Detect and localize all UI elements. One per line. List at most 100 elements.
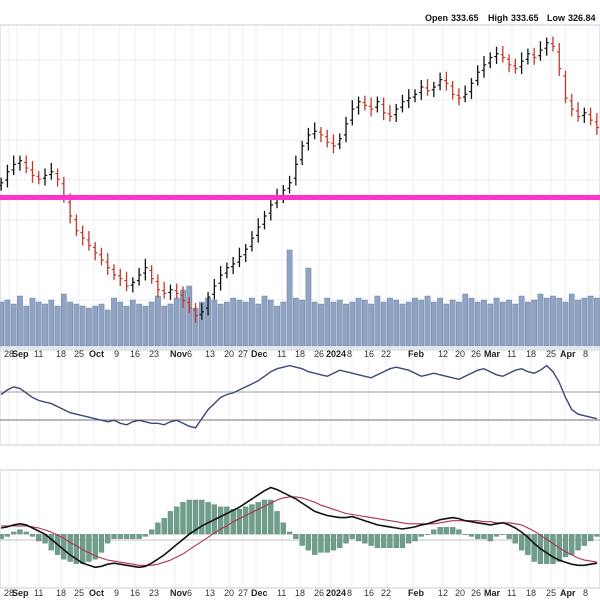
ohlc-bar — [318, 126, 324, 143]
ohlc-bar — [582, 107, 587, 123]
tick-label: 8 — [583, 349, 588, 359]
ohlc-bar — [375, 96, 380, 113]
volume-bar — [424, 295, 431, 347]
ohlc-bar — [362, 95, 368, 111]
tick-label: 18 — [295, 588, 305, 598]
volume-bar — [73, 303, 80, 347]
ohlc-bar — [168, 284, 173, 300]
ohlc-bar — [368, 97, 374, 117]
histogram-bar — [525, 534, 531, 555]
macd-indicator — [0, 486, 600, 569]
volume-bar — [537, 293, 544, 347]
histogram-bar — [268, 499, 274, 535]
volume-bar — [35, 301, 42, 347]
histogram-bar — [261, 499, 268, 535]
ohlc-bar — [588, 107, 593, 126]
tick-label: 12 — [438, 349, 448, 359]
histogram-bar — [468, 534, 475, 537]
histogram-bar — [142, 534, 149, 537]
volume-bar — [318, 303, 324, 347]
tick-label: Mar — [484, 349, 501, 359]
ohlc-bar — [262, 210, 267, 230]
volume-bar — [305, 267, 312, 347]
histogram-bar — [17, 529, 23, 535]
tick-label: Oct — [89, 349, 104, 359]
ohlc-bar — [149, 265, 154, 284]
ohlc-bar — [525, 48, 531, 65]
tick-label: 13 — [205, 349, 215, 359]
histogram-bar — [387, 534, 393, 549]
rsi-line — [0, 364, 598, 429]
tick-label: 25 — [74, 349, 84, 359]
ohlc-bar — [293, 155, 299, 186]
histogram-bar — [399, 534, 406, 549]
ohlc-bar — [494, 46, 499, 64]
histogram-bar — [544, 534, 550, 564]
volume-bar — [594, 297, 600, 347]
histogram-bar — [92, 534, 98, 560]
volume-bar — [412, 297, 418, 347]
ohlc-bar — [557, 43, 562, 76]
tick-label: 8 — [347, 588, 352, 598]
volume-bar — [374, 295, 381, 347]
volume-bar — [286, 249, 293, 347]
ohlc-bar — [243, 244, 248, 263]
volume-bar — [54, 305, 61, 347]
tick-label: 2024 — [326, 349, 346, 359]
tick-label: 11 — [277, 588, 286, 598]
volume-bar — [280, 301, 287, 347]
histogram-bar — [11, 531, 17, 535]
volume-bar — [98, 303, 105, 347]
ohlc-bar — [519, 52, 524, 75]
tick-label: 23 — [149, 588, 159, 598]
histogram-bar — [550, 534, 556, 564]
ohlc-bar — [462, 85, 468, 103]
ohlc-bar — [187, 297, 192, 314]
tick-label: Apr — [560, 588, 576, 598]
volume-bar — [23, 305, 30, 347]
volume-bar — [224, 301, 230, 347]
histogram-bar — [330, 534, 337, 551]
volume-bar — [575, 299, 581, 347]
histogram-bar — [4, 534, 11, 537]
ohlc-bar — [249, 231, 255, 252]
volume-bar — [481, 299, 487, 347]
volume-bar — [330, 301, 337, 347]
volume-bar — [117, 301, 124, 347]
histogram-bar — [431, 529, 437, 535]
ohlc-bar — [0, 177, 4, 191]
high-value: 333.65 — [511, 13, 539, 23]
ohlc-bar — [193, 302, 198, 323]
volume-bar — [293, 297, 299, 347]
ohlc-bar — [268, 197, 273, 221]
histogram-bar — [29, 534, 36, 537]
ohlc-bar — [563, 70, 568, 104]
volume-bar — [155, 295, 161, 347]
histogram-bar — [286, 531, 293, 535]
tick-label: 20 — [455, 349, 465, 359]
ohlc-bar — [256, 218, 261, 243]
ohlc-bar — [161, 281, 167, 299]
volume-bar — [42, 303, 48, 347]
tick-label: 22 — [381, 588, 391, 598]
ohlc-bar — [544, 37, 549, 56]
volume-bar — [236, 299, 243, 347]
ohlc-bar — [5, 164, 10, 188]
ohlc-bar — [111, 264, 117, 281]
histogram-bar — [305, 534, 312, 551]
histogram-bar — [475, 534, 481, 539]
signal-line — [1, 496, 597, 566]
tick-label: 28 — [4, 588, 14, 598]
histogram-bar — [249, 504, 255, 535]
tick-label: Sep — [12, 349, 29, 359]
volume-bar — [531, 299, 537, 347]
tick-label: Feb — [408, 588, 425, 598]
tick-label: 11 — [507, 349, 516, 359]
tick-label: 13 — [205, 588, 215, 598]
tick-label: 11 — [34, 349, 43, 359]
tick-label: 12 — [438, 588, 448, 598]
tick-label: Mar — [484, 588, 501, 598]
ohlc-bar — [381, 97, 386, 121]
volume-bar — [462, 293, 469, 347]
histogram-bar — [23, 531, 29, 535]
